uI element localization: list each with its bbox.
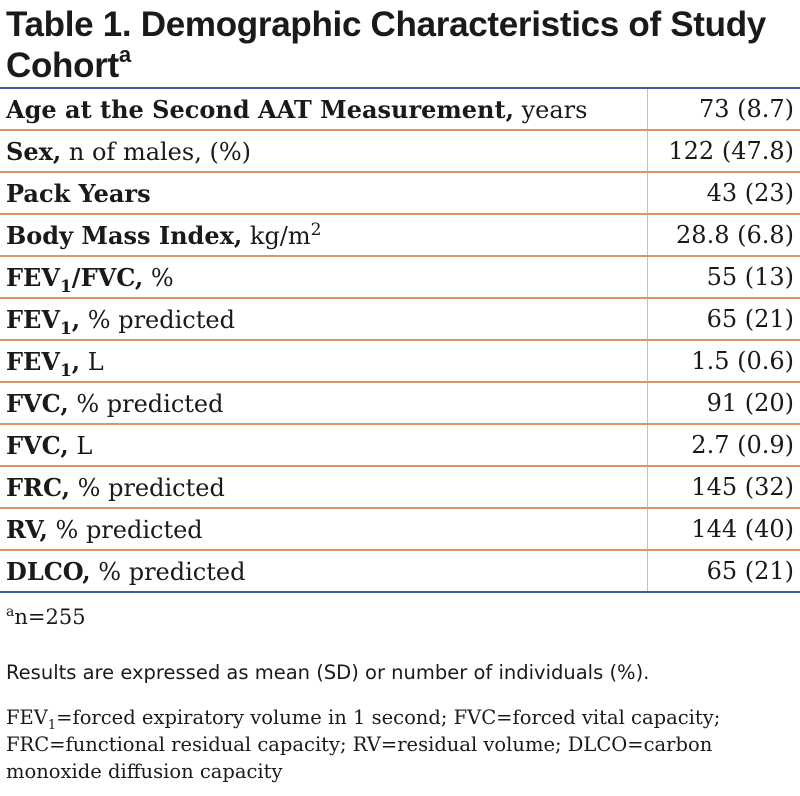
table-title: Table 1. Demographic Characteristics of …: [6, 4, 796, 86]
row-value: 43 (23): [647, 172, 800, 215]
row-label-part: FEV: [6, 304, 60, 334]
row-label: Sex, n of males, (%): [0, 130, 648, 173]
table-footnotes: an=255 Results are expressed as mean (SD…: [6, 604, 796, 785]
row-value: 122 (47.8): [647, 130, 800, 173]
table-row: FVC, % predicted 91 (20): [0, 382, 800, 425]
row-label: FEV1, L: [0, 340, 648, 383]
footnote-marker: a: [6, 604, 15, 620]
row-value: 55 (13): [647, 256, 800, 299]
row-label-part: FEV: [6, 346, 60, 376]
table-row: DLCO, % predicted 65 (21): [0, 550, 800, 593]
abbrev-part: =forced expiratory volume in 1 second; F…: [6, 706, 721, 783]
row-label-bold: Body Mass Index,: [6, 220, 243, 250]
row-label: FVC, L: [0, 424, 648, 467]
row-unit: % predicted: [90, 557, 246, 586]
footnote-results: Results are expressed as mean (SD) or nu…: [6, 661, 650, 684]
row-unit: L: [68, 431, 93, 460]
table-row: FEV1, % predicted 65 (21): [0, 298, 800, 341]
table-row: FRC, % predicted 145 (32): [0, 466, 800, 509]
row-label: FEV1, % predicted: [0, 298, 648, 341]
row-label-subscript: 1: [59, 318, 72, 339]
row-label-bold: FVC,: [6, 388, 69, 418]
table-title-text: Table 1. Demographic Characteristics of …: [6, 5, 766, 85]
row-label-bold: FEV1,: [6, 346, 81, 379]
abbrev-subscript: 1: [47, 717, 57, 733]
row-label-bold: FEV1,: [6, 304, 81, 337]
row-label-subscript: 1: [59, 360, 72, 381]
row-value: 1.5 (0.6): [647, 340, 800, 383]
row-unit: years: [513, 95, 588, 124]
row-label: Age at the Second AAT Measurement, years: [0, 89, 648, 131]
abbrev-part: FEV: [6, 706, 48, 729]
row-label-subscript: 1: [59, 276, 72, 297]
table-row: Age at the Second AAT Measurement, years…: [0, 89, 800, 131]
row-unit: % predicted: [68, 389, 224, 418]
footnote-sample-size-text: n=255: [14, 605, 86, 629]
row-label-bold: DLCO,: [6, 556, 91, 586]
row-label: Pack Years: [0, 172, 648, 215]
row-label-part: ,: [71, 346, 81, 376]
row-value: 28.8 (6.8): [647, 214, 800, 257]
row-value: 91 (20): [647, 382, 800, 425]
table-row: FVC, L 2.7 (0.9): [0, 424, 800, 467]
row-label-bold: Sex,: [6, 136, 62, 166]
row-label-bold: FRC,: [6, 472, 71, 502]
row-unit: % predicted: [80, 305, 235, 334]
row-label-bold: Age at the Second AAT Measurement,: [6, 94, 514, 124]
table-row: Pack Years 43 (23): [0, 172, 800, 215]
table-row: Body Mass Index, kg/m2 28.8 (6.8): [0, 214, 800, 257]
row-label: RV, % predicted: [0, 508, 648, 551]
row-label: FEV1/FVC, %: [0, 256, 648, 299]
row-label-bold: FEV1/FVC,: [6, 262, 144, 295]
row-label-part: /FVC,: [71, 262, 144, 292]
demographics-table: Age at the Second AAT Measurement, years…: [0, 89, 800, 593]
row-value: 73 (8.7): [647, 89, 800, 131]
row-label: FRC, % predicted: [0, 466, 648, 509]
table-row: FEV1/FVC, % 55 (13): [0, 256, 800, 299]
table-row: FEV1, L 1.5 (0.6): [0, 340, 800, 383]
footnote-abbreviations: FEV1=forced expiratory volume in 1 secon…: [6, 704, 796, 785]
row-label-bold: FVC,: [6, 430, 69, 460]
row-label-part: ,: [71, 304, 81, 334]
table-row: RV, % predicted 144 (40): [0, 508, 800, 551]
row-value: 145 (32): [647, 466, 800, 509]
row-unit: % predicted: [47, 515, 203, 544]
row-label: Body Mass Index, kg/m2: [0, 214, 648, 257]
row-unit: %: [143, 263, 174, 292]
row-value: 144 (40): [647, 508, 800, 551]
footnote-sample-size: an=255: [6, 604, 796, 630]
title-footnote-marker: a: [118, 42, 131, 68]
row-value: 2.7 (0.9): [647, 424, 800, 467]
table-top-rule: [0, 87, 800, 89]
row-unit: kg/m: [242, 221, 311, 250]
row-unit: % predicted: [70, 473, 225, 502]
row-label: FVC, % predicted: [0, 382, 648, 425]
row-unit-superscript: 2: [310, 219, 322, 240]
row-value: 65 (21): [647, 550, 800, 593]
row-value: 65 (21): [647, 298, 800, 341]
row-label-bold: RV,: [6, 514, 48, 544]
row-label-bold: Pack Years: [6, 178, 151, 208]
row-label-part: FEV: [6, 262, 60, 292]
row-unit: L: [80, 347, 104, 376]
row-unit: n of males, (%): [61, 137, 251, 166]
row-label: DLCO, % predicted: [0, 550, 648, 593]
table-row: Sex, n of males, (%) 122 (47.8): [0, 130, 800, 173]
